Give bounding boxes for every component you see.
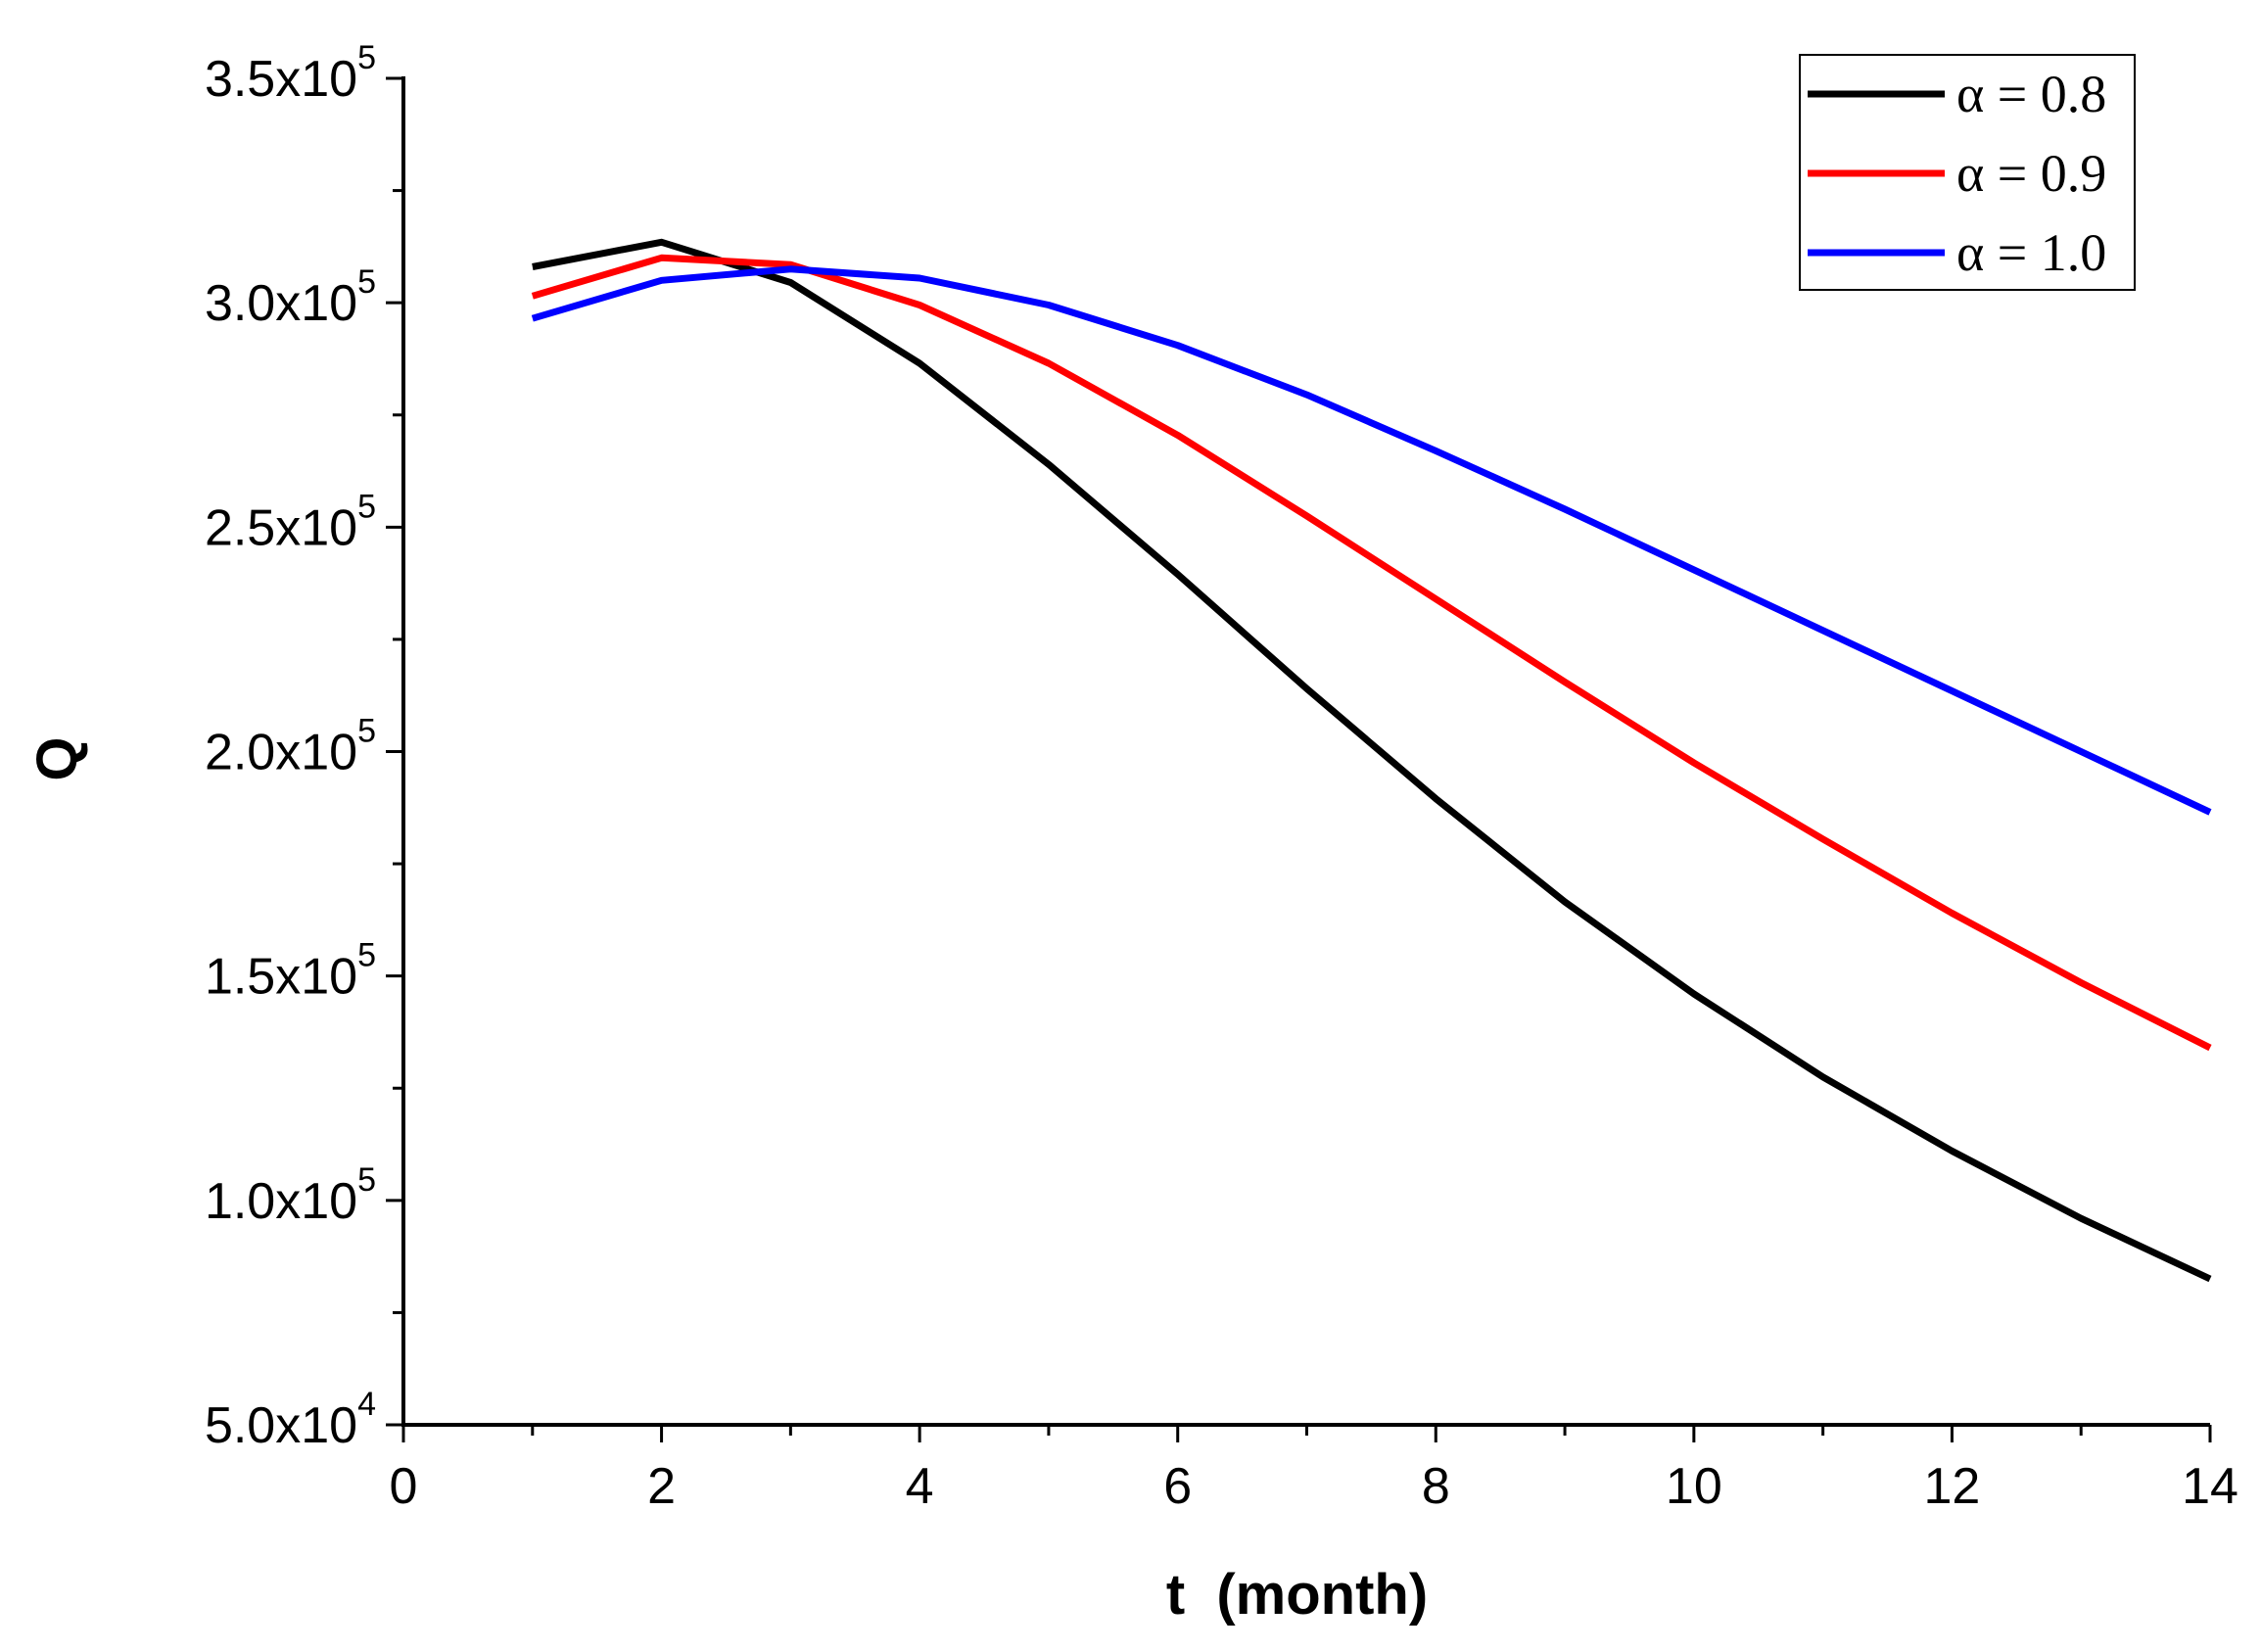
x-tick-label: 12 <box>1924 1458 1981 1515</box>
y-tick-label: 2.5x105 <box>205 488 376 556</box>
x-tick-label: 8 <box>1422 1458 1450 1515</box>
y-tick-label: 5.0x104 <box>205 1386 376 1454</box>
x-tick-label: 10 <box>1666 1458 1722 1515</box>
legend-label: α = 0.9 <box>1956 144 2106 203</box>
y-tick-label: 1.0x105 <box>205 1161 376 1230</box>
series-lines <box>531 238 2212 1283</box>
series-line-1 <box>531 254 2212 1052</box>
x-tick-label: 4 <box>906 1458 934 1515</box>
y-tick-label: 2.0x105 <box>205 713 376 781</box>
y-tick-label: 3.5x105 <box>205 39 376 108</box>
legend: α = 0.8 α = 0.9 α = 1.0 <box>1799 54 2136 291</box>
x-tick-label: 0 <box>390 1458 418 1515</box>
series-line-0 <box>532 238 2212 1283</box>
x-axis-title: t (month) <box>1166 1563 1428 1627</box>
series-line-2 <box>531 265 2212 816</box>
y-tick-label: 1.5x105 <box>205 937 376 1006</box>
x-tick-label: 14 <box>2182 1458 2238 1515</box>
legend-label: α = 0.8 <box>1956 65 2106 123</box>
x-tick-label: 2 <box>647 1458 676 1515</box>
x-tick-label: 6 <box>1163 1458 1192 1515</box>
y-tick-label: 3.0x105 <box>205 263 376 332</box>
legend-label: α = 1.0 <box>1956 223 2106 282</box>
y-axis-title: Q <box>25 736 89 780</box>
axis-tick-labels: 0 2 4 6 8 10 12 14 5.0x104 1.0x105 1.5x105 2.0x105 2… <box>205 39 2238 1515</box>
axis-ticks <box>386 76 2212 1442</box>
